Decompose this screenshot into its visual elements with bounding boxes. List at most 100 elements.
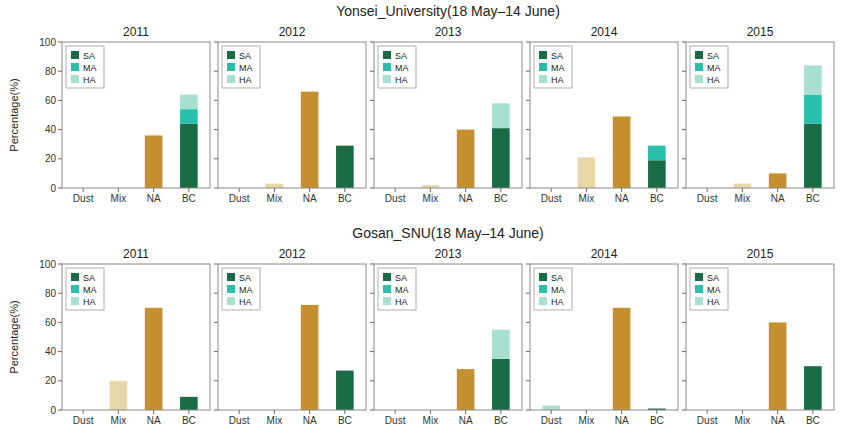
x-tick-label: Mix — [267, 415, 283, 426]
y-tick — [526, 42, 530, 43]
y-tick — [214, 188, 218, 189]
y-tick — [526, 264, 530, 265]
x-tick — [500, 188, 501, 192]
y-tick — [370, 42, 374, 43]
legend-label: SA — [395, 51, 407, 61]
bar-segment — [145, 307, 163, 308]
y-tick — [214, 42, 218, 43]
bars — [266, 92, 354, 188]
legend: SAMAHA — [534, 46, 572, 88]
bars — [145, 95, 198, 188]
panel: 2013DustMixNABCSAMAHA — [370, 25, 522, 204]
bar-segment — [180, 397, 198, 410]
legend: SAMAHA — [66, 46, 104, 88]
legend-label: HA — [239, 297, 252, 307]
x-tick-label: Mix — [735, 415, 751, 426]
bar-segment — [457, 369, 475, 370]
y-tick — [370, 264, 374, 265]
bar-segment — [804, 124, 822, 188]
bar-segment — [804, 366, 822, 410]
legend-label: MA — [83, 285, 97, 295]
x-tick — [83, 410, 84, 414]
x-tick-label: NA — [771, 193, 785, 204]
plot-frame — [374, 264, 522, 410]
legend-box — [66, 46, 104, 88]
bars — [578, 116, 666, 188]
x-tick — [777, 188, 778, 192]
x-tick — [395, 188, 396, 192]
x-tick-label: BC — [494, 193, 508, 204]
legend-swatch — [695, 75, 703, 83]
y-tick-label: 0 — [50, 405, 56, 416]
legend: SA MA HA — [378, 46, 416, 88]
legend-swatch — [539, 75, 547, 83]
y-tick — [58, 293, 62, 294]
x-tick — [812, 410, 813, 414]
legend-swatch — [227, 63, 235, 71]
y-tick — [682, 264, 686, 265]
legend-label: MA — [707, 63, 721, 73]
panel: Gosan_SNU(18 May–14 June)201102040608010… — [8, 225, 544, 426]
y-tick — [214, 100, 218, 101]
y-tick — [682, 42, 686, 43]
panel-title: 2012 — [279, 25, 306, 39]
x-tick-label: Mix — [579, 193, 595, 204]
legend-label: HA — [395, 297, 408, 307]
x-tick — [812, 188, 813, 192]
bar-segment — [301, 304, 319, 305]
panel-title: 2012 — [279, 247, 306, 261]
legend-swatch — [227, 285, 235, 293]
bar-segment — [457, 369, 475, 370]
panel: Yonsei_University(18 May–14 June)2011020… — [8, 3, 560, 204]
bars — [457, 330, 510, 410]
legend: SAMAHA — [378, 268, 416, 310]
bar-segment — [769, 322, 787, 323]
legend-swatch — [71, 273, 79, 281]
legend-swatch — [695, 63, 703, 71]
y-tick-label: 0 — [50, 183, 56, 194]
x-tick — [742, 410, 743, 414]
y-tick-label: 100 — [39, 37, 56, 48]
y-tick — [58, 322, 62, 323]
legend-swatch — [539, 273, 547, 281]
x-tick — [344, 410, 345, 414]
x-tick-label: Dust — [697, 193, 718, 204]
legend-box — [534, 46, 572, 88]
x-tick — [500, 410, 501, 414]
legend-box — [222, 46, 260, 88]
y-tick — [214, 293, 218, 294]
bars — [301, 305, 354, 410]
legend-label: HA — [395, 75, 408, 85]
legend-label: MA — [395, 63, 409, 73]
x-tick-label: Dust — [385, 415, 406, 426]
y-tick — [682, 351, 686, 352]
y-tick — [526, 188, 530, 189]
x-tick-label: NA — [615, 193, 629, 204]
plot-frame — [686, 42, 834, 188]
legend-label: MA — [239, 63, 253, 73]
legend-swatch — [227, 273, 235, 281]
panel-title: 2013 — [435, 247, 462, 261]
panel-title: 2013 — [435, 25, 462, 39]
x-tick-label: NA — [147, 415, 161, 426]
x-tick — [656, 188, 657, 192]
bar-segment — [336, 146, 354, 188]
y-tick-label: 40 — [45, 346, 57, 357]
y-tick — [682, 293, 686, 294]
x-tick-label: NA — [771, 415, 785, 426]
legend-swatch — [695, 51, 703, 59]
y-tick — [370, 188, 374, 189]
bar-segment — [336, 145, 354, 146]
y-tick — [214, 129, 218, 130]
bar-segment — [613, 307, 631, 308]
bar-segment — [145, 308, 163, 410]
x-tick — [239, 188, 240, 192]
x-tick-label: BC — [182, 415, 196, 426]
bar-segment — [492, 359, 510, 410]
bar-segment — [734, 184, 752, 188]
y-tick — [370, 351, 374, 352]
x-tick-label: NA — [303, 415, 317, 426]
bar-segment — [180, 109, 198, 124]
x-tick — [621, 410, 622, 414]
x-tick — [430, 410, 431, 414]
